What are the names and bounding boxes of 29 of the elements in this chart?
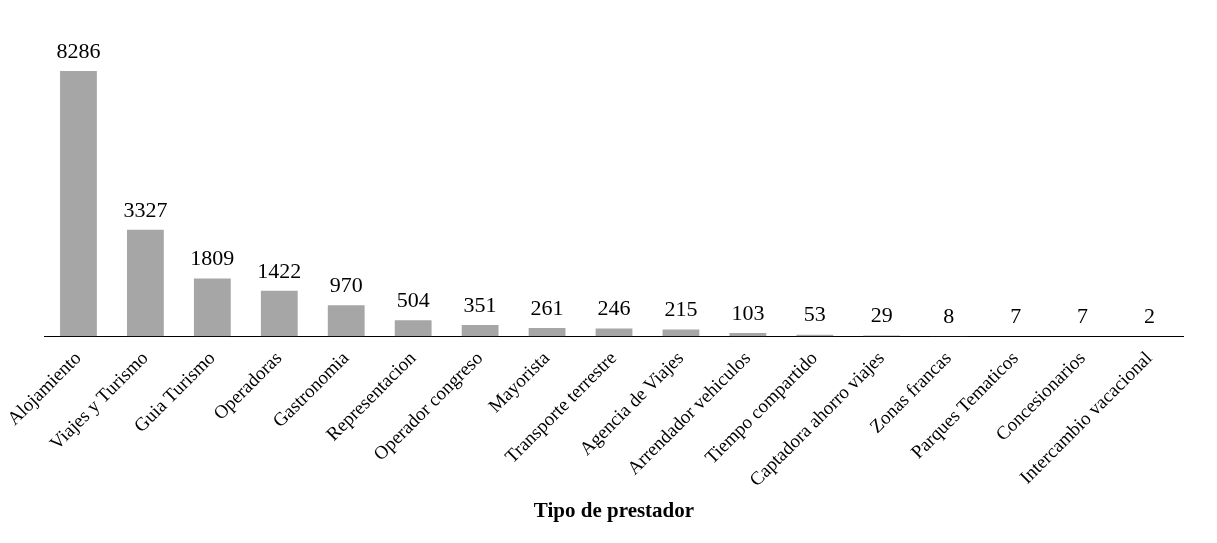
- x-axis-title: Tipo de prestador: [533, 497, 695, 522]
- bar: [193, 278, 231, 337]
- bar: [662, 329, 700, 337]
- data-label: 504: [396, 286, 430, 312]
- data-label: 1809: [190, 245, 235, 271]
- data-label: 29: [870, 302, 893, 328]
- data-label: 53: [803, 301, 826, 327]
- bar: [126, 229, 164, 337]
- data-label: 8286: [56, 37, 101, 63]
- data-label: 1422: [257, 257, 302, 283]
- data-label: 7: [1010, 302, 1022, 328]
- data-label: 103: [731, 299, 765, 325]
- data-label: 3327: [123, 196, 168, 222]
- bar: [60, 70, 97, 337]
- data-label: 970: [329, 272, 363, 298]
- data-label: 246: [597, 295, 631, 321]
- bar: [461, 325, 499, 337]
- data-label: 8: [943, 302, 955, 328]
- data-label: 2: [1144, 303, 1156, 329]
- data-label: 261: [530, 294, 564, 320]
- bar: [528, 327, 566, 337]
- data-label: 351: [463, 291, 497, 317]
- bar: [595, 328, 633, 337]
- data-label: 7: [1077, 302, 1089, 328]
- bar: [729, 333, 767, 337]
- bar: [394, 320, 432, 337]
- bar: [327, 305, 365, 337]
- bar: [260, 290, 298, 337]
- data-label: 215: [664, 296, 698, 322]
